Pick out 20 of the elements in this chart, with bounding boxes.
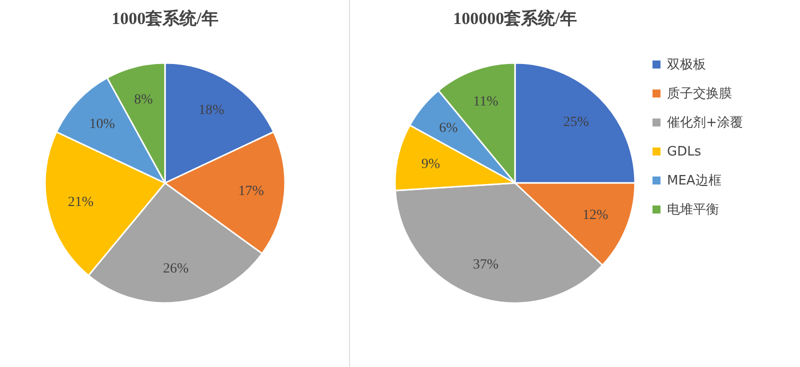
data-label: 10% — [89, 116, 116, 132]
legend-label: 质子交换膜 — [667, 86, 732, 102]
legend-label: GDLs — [667, 144, 702, 160]
data-label: 9% — [421, 157, 440, 172]
data-label: 8% — [134, 92, 154, 108]
data-label: 11% — [473, 94, 499, 110]
data-label: 26% — [162, 262, 189, 277]
data-label: 21% — [68, 194, 94, 210]
data-label: 6% — [439, 120, 458, 136]
legend-label: 电堆平衡 — [667, 202, 719, 218]
legend-label: 双极板 — [667, 58, 706, 72]
chart-title: 1000套系统/年 — [112, 9, 218, 28]
data-label: 12% — [582, 208, 608, 223]
data-label: 25% — [563, 114, 590, 130]
legend-label: MEA边框 — [667, 174, 722, 188]
legend-label: 催化剂+涂覆 — [667, 114, 743, 130]
data-label: 37% — [472, 257, 499, 272]
chart-title: 100000套系统/年 — [453, 9, 577, 28]
data-label: 18% — [198, 103, 224, 118]
data-label: 17% — [238, 184, 264, 200]
